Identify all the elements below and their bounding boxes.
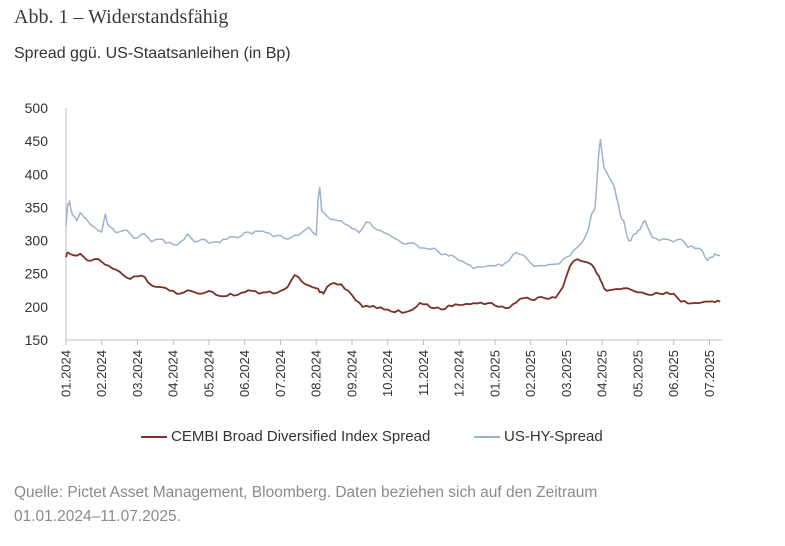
chart-subtitle: Spread ggü. US-Staatsanleihen (in Bp) — [14, 45, 291, 62]
x-tick-label: 09.2024 — [344, 350, 359, 397]
x-tick-label: 04.2024 — [166, 350, 181, 397]
series-line-ushy — [65, 139, 721, 270]
y-tick-label: 200 — [25, 299, 49, 315]
legend-swatch-ushy — [474, 435, 500, 438]
x-tick-label: 11.2024 — [416, 350, 431, 396]
x-tick-label: 02.2024 — [94, 350, 109, 397]
x-tick-label: 06.2025 — [666, 350, 681, 397]
y-tick-label: 500 — [25, 100, 49, 116]
x-tick-label: 07.2024 — [273, 350, 288, 397]
y-tick-label: 450 — [25, 133, 49, 149]
x-tick-label: 03.2024 — [130, 350, 145, 397]
legend-swatch-cembi — [141, 435, 167, 438]
legend-label-ushy: US-HY-Spread — [504, 428, 603, 445]
source-line-1: Quelle: Pictet Asset Management, Bloombe… — [14, 484, 598, 501]
x-tick-label: 04.2025 — [595, 350, 610, 397]
y-tick-label: 150 — [25, 332, 49, 348]
y-tick-label: 400 — [25, 166, 49, 182]
legend-item-ushy: US-HY-Spread — [474, 428, 603, 445]
x-tick-label: 10.2024 — [380, 350, 395, 397]
x-axis: 01.2024 02.2024 03.2024 04.2024 05.2024 06.20… — [59, 339, 722, 397]
series-lines — [65, 139, 721, 314]
x-tick-label: 05.2025 — [630, 350, 645, 397]
y-tick-label: 250 — [25, 266, 49, 282]
y-tick-label: 300 — [25, 233, 49, 249]
series-line-cembi — [65, 251, 721, 314]
y-axis: 150 200 250 300 350 400 450 500 — [25, 100, 67, 348]
legend-item-cembi: CEMBI Broad Diversified Index Spread — [141, 428, 430, 445]
source-note: Quelle: Pictet Asset Management, Bloombe… — [14, 481, 754, 529]
x-tick-label: 05.2024 — [201, 350, 216, 397]
x-tick-label: 07.2025 — [702, 350, 717, 397]
x-tick-label: 06.2024 — [237, 350, 252, 397]
legend-label-cembi: CEMBI Broad Diversified Index Spread — [171, 428, 431, 445]
legend: CEMBI Broad Diversified Index Spread US-… — [0, 428, 785, 448]
x-tick-label: 01.2025 — [487, 350, 502, 397]
x-tick-label: 08.2024 — [309, 350, 324, 397]
source-line-2: 01.01.2024–11.07.2025. — [14, 508, 181, 525]
chart-title: Abb. 1 – Widerstandsfähig — [14, 6, 229, 28]
x-tick-label: 01.2024 — [59, 350, 74, 397]
y-tick-label: 350 — [25, 199, 49, 215]
x-tick-label: 02.2025 — [523, 350, 538, 397]
x-tick-label: 12.2024 — [452, 350, 467, 397]
x-tick-label: 03.2025 — [559, 350, 574, 397]
